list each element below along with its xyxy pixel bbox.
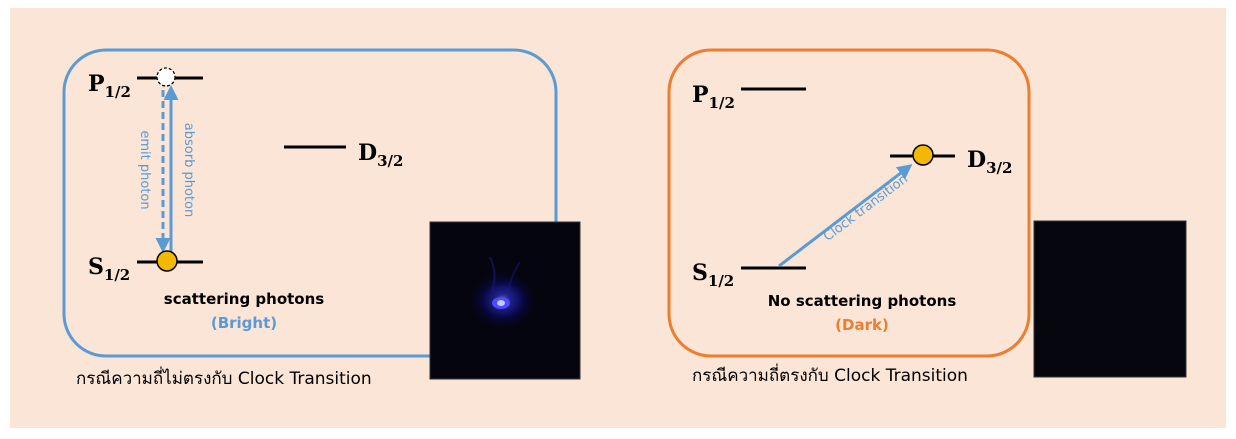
vacant-state-circle: [156, 67, 176, 87]
panel-frame-dark: [667, 48, 1031, 358]
level-d32-label: D3/2: [358, 140, 403, 170]
status-title-dark: No scattering photons: [768, 292, 957, 310]
figure-background: [10, 8, 1226, 428]
level-d32-label: D3/2: [967, 147, 1012, 177]
level-s12-label: S1/2: [88, 254, 130, 284]
electron: [156, 250, 178, 272]
electron: [912, 144, 934, 166]
caption-bright: กรณีความถี่ไม่ตรงกับ Clock Transition: [76, 366, 372, 389]
level-p12-label: P1/2: [88, 71, 131, 101]
emit-photon-label: emit photon: [137, 130, 152, 209]
status-tag-bright: (Bright): [211, 314, 277, 332]
absorb-photon-label: absorb photon: [181, 123, 196, 217]
panel-frame-bright: [62, 48, 558, 358]
panel-dark: P1/2 D3/2 S1/2 Clock transition No scatt…: [667, 48, 1187, 386]
panel-bright: P1/2 D3/2 S1/2 emit photon absorb photon…: [62, 48, 581, 389]
caption-dark: กรณีความถี่ตรงกับ Clock Transition: [692, 363, 968, 386]
level-p12-label: P1/2: [692, 82, 735, 112]
clock-transition-arrow: [778, 164, 913, 268]
level-s12-label: S1/2: [692, 260, 734, 290]
camera-image-dark: [1033, 220, 1187, 378]
clock-transition-label: Clock transition: [821, 172, 911, 245]
status-title-bright: scattering photons: [164, 290, 325, 308]
status-tag-dark: (Dark): [835, 316, 889, 334]
camera-image-bright: [429, 221, 581, 380]
